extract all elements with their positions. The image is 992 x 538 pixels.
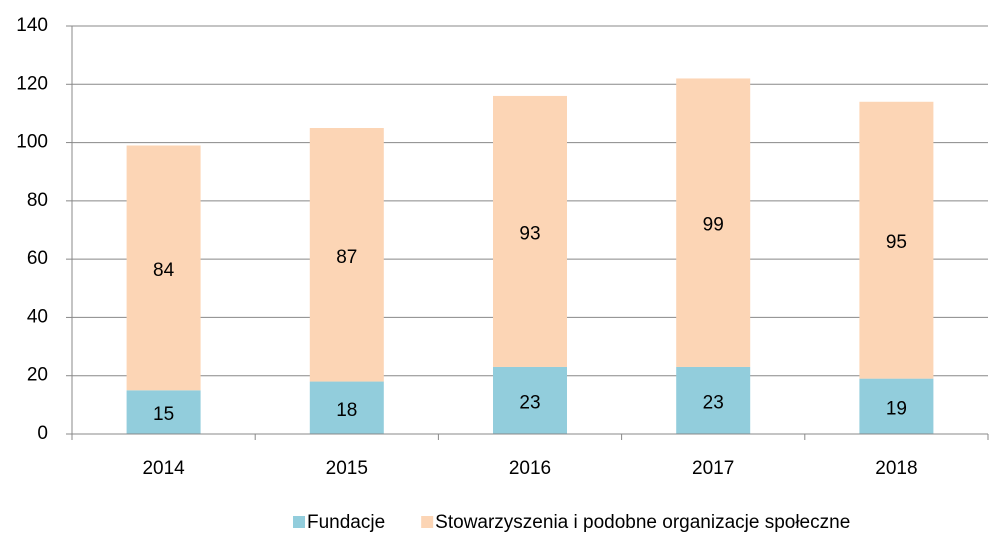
y-tick-label: 120 [16, 73, 48, 94]
data-label: 23 [519, 393, 540, 414]
bar-segment [676, 78, 751, 367]
bar-segment [309, 381, 384, 434]
data-label: 93 [519, 223, 540, 244]
x-tick-label: 2015 [326, 458, 368, 479]
y-tick-label: 80 [27, 190, 48, 211]
x-tick-label: 2017 [692, 458, 734, 479]
data-label: 87 [336, 247, 357, 268]
bar-segment [859, 101, 934, 379]
bar-segment [493, 95, 567, 367]
bar-segment [493, 366, 567, 434]
x-tick-label: 2016 [509, 458, 551, 479]
bar-segment [676, 366, 751, 434]
x-tick-label: 2014 [142, 458, 185, 479]
bar-segment [309, 128, 384, 382]
y-tick-label: 100 [16, 132, 48, 153]
data-label: 95 [886, 232, 907, 253]
x-tick-label: 2018 [875, 458, 917, 479]
legend-swatch [421, 516, 434, 528]
data-label: 19 [886, 398, 907, 419]
bar-segment [126, 390, 201, 434]
data-label: 99 [703, 215, 724, 236]
y-tick-label: 140 [16, 15, 48, 36]
legend-swatch [293, 516, 305, 528]
bar-segment [126, 145, 201, 391]
data-label: 15 [153, 404, 174, 425]
data-label: 18 [336, 400, 357, 421]
legend-label: Fundacje [307, 512, 385, 533]
data-label: 84 [153, 260, 175, 281]
y-tick-label: 20 [27, 365, 48, 386]
data-label: 23 [703, 393, 724, 414]
y-tick-label: 40 [27, 306, 48, 327]
legend-label: Stowarzyszenia i podobne organizacje spo… [435, 512, 850, 533]
bar-segment [859, 378, 934, 434]
y-tick-label: 0 [37, 423, 48, 444]
y-tick-label: 60 [27, 248, 48, 269]
